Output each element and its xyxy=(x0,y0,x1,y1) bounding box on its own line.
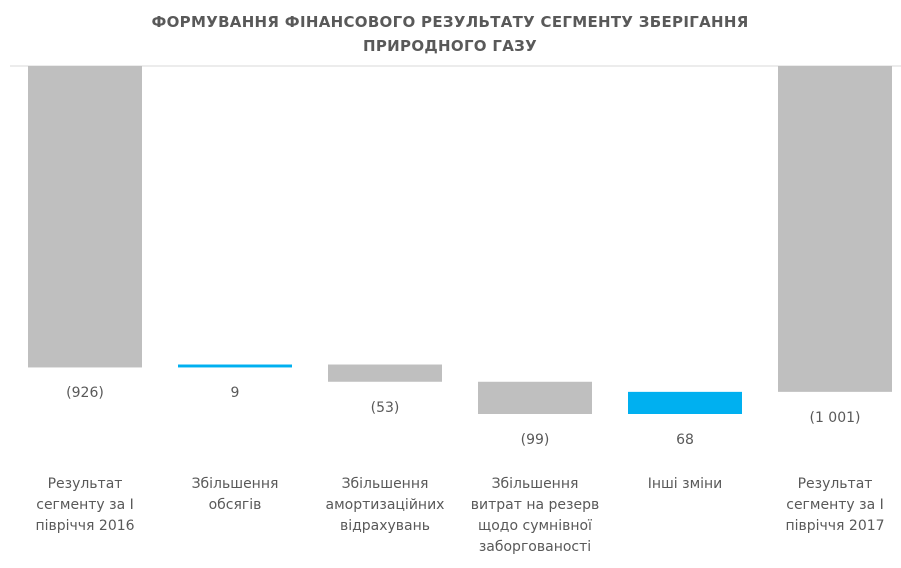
data-label: 68 xyxy=(676,432,694,448)
bar xyxy=(628,391,742,414)
x-tick-label: Збільшення амортизаційних відрахувань xyxy=(325,476,445,534)
bar xyxy=(28,66,142,368)
data-label: (1 001) xyxy=(809,409,861,426)
chart-title: ФОРМУВАННЯ ФІНАНСОВОГО РЕЗУЛЬТАТУ СЕГМЕН… xyxy=(151,13,749,55)
bar xyxy=(778,66,892,392)
x-tick-label: Результат сегменту за І півріччя 2017 xyxy=(785,476,885,534)
bar xyxy=(178,364,292,368)
bar xyxy=(478,381,592,414)
data-label: (53) xyxy=(370,399,400,416)
bar xyxy=(328,364,442,382)
x-tick-label: Збільшення обсягів xyxy=(191,476,279,513)
x-tick-label: Інші зміни xyxy=(647,476,723,492)
data-label: (99) xyxy=(520,432,550,448)
x-tick-label: Збільшення витрат на резерв щодо сумнівн… xyxy=(470,476,600,555)
data-label: (926) xyxy=(66,385,104,402)
x-tick-label: Результат сегменту за І півріччя 2016 xyxy=(35,476,135,534)
data-label: 9 xyxy=(230,385,240,402)
